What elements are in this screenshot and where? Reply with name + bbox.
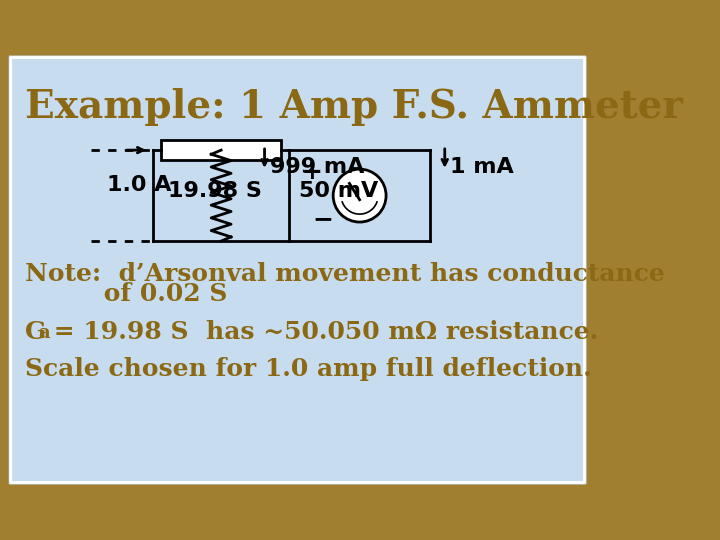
- Text: −: −: [312, 207, 333, 231]
- Text: 1 mA: 1 mA: [450, 157, 513, 177]
- Text: 999 mA: 999 mA: [269, 157, 364, 177]
- FancyBboxPatch shape: [6, 53, 589, 487]
- Text: a: a: [38, 324, 50, 342]
- Text: Scale chosen for 1.0 amp full deflection.: Scale chosen for 1.0 amp full deflection…: [24, 357, 592, 381]
- Text: Note:  d’Arsonval movement has conductance: Note: d’Arsonval movement has conductanc…: [24, 262, 665, 286]
- Text: 1.0 A: 1.0 A: [107, 175, 172, 195]
- Text: of 0.02 S: of 0.02 S: [24, 282, 228, 306]
- FancyBboxPatch shape: [1, 49, 593, 491]
- Bar: [161, 140, 281, 160]
- Text: 19.98 S: 19.98 S: [168, 181, 261, 201]
- Text: Example: 1 Amp F.S. Ammeter: Example: 1 Amp F.S. Ammeter: [24, 88, 683, 126]
- Text: G: G: [24, 320, 46, 343]
- Text: = 19.98 S  has ~50.050 mΩ resistance.: = 19.98 S has ~50.050 mΩ resistance.: [45, 320, 598, 343]
- Text: +: +: [302, 160, 323, 185]
- Text: 50 mV: 50 mV: [300, 181, 379, 201]
- Circle shape: [333, 169, 386, 222]
